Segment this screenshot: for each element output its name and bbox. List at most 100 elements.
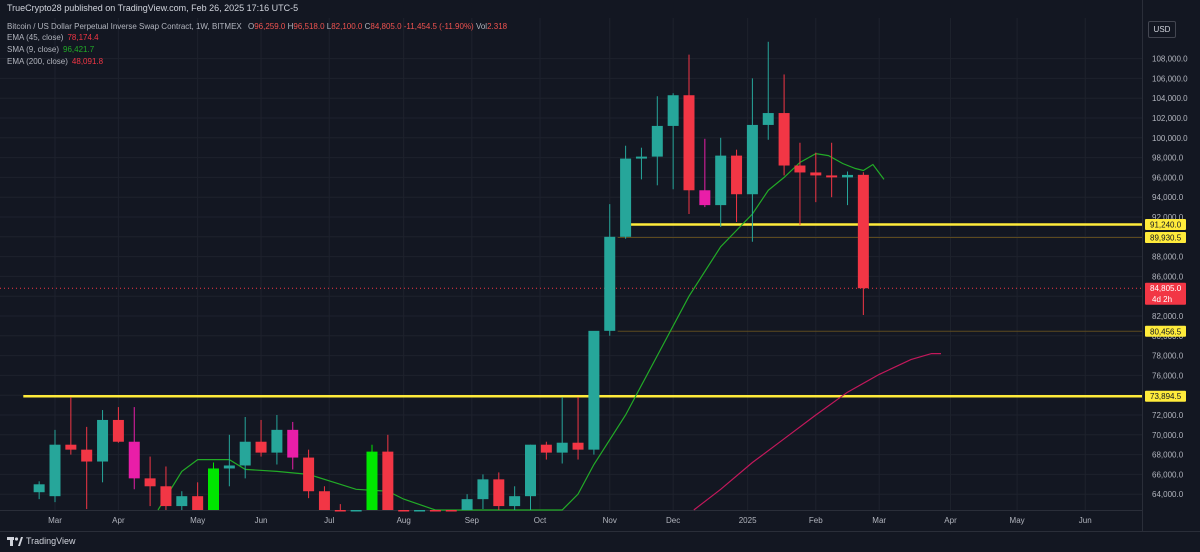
candle[interactable] — [715, 137, 727, 227]
candle-body — [493, 479, 505, 507]
candle[interactable] — [683, 54, 695, 215]
indicator-value: 48,091.8 — [71, 57, 104, 66]
candle-body — [826, 175, 838, 178]
indicator-sma9[interactable]: SMA (9, close) 96,421.7 — [7, 45, 94, 54]
indicator-ema45[interactable]: EMA (45, close) 78,174.4 — [7, 33, 99, 42]
candle[interactable] — [588, 330, 600, 455]
candle-body — [271, 429, 283, 453]
candle[interactable] — [366, 444, 378, 510]
candle[interactable] — [540, 441, 552, 460]
candle[interactable] — [128, 407, 140, 490]
candle-body — [398, 510, 410, 512]
sma-9-line — [157, 152, 885, 511]
candle[interactable] — [731, 149, 743, 222]
time-axis: Mar Apr May Jun Jul Aug Sep Oct Nov Dec 2025 Feb Mar… — [48, 516, 1092, 525]
candle[interactable] — [271, 415, 283, 465]
candle[interactable] — [778, 74, 790, 176]
candle[interactable] — [350, 510, 362, 512]
candle[interactable] — [144, 456, 156, 507]
candle[interactable] — [762, 41, 774, 140]
candle[interactable] — [334, 504, 346, 512]
candle[interactable] — [223, 434, 235, 487]
candle-body — [762, 113, 774, 125]
candle[interactable] — [826, 142, 838, 198]
candle[interactable] — [414, 510, 426, 512]
candle-body — [556, 442, 568, 453]
volume-value: 2.318 — [487, 22, 508, 31]
candle[interactable] — [651, 96, 663, 186]
candle[interactable] — [620, 145, 632, 239]
price-tick-label: 76,000.0 — [1152, 371, 1184, 380]
chart-grid — [0, 0, 1143, 531]
candle[interactable] — [445, 510, 457, 512]
candle-body — [144, 478, 156, 487]
candle-body — [414, 510, 426, 512]
candle[interactable] — [556, 397, 568, 464]
price-axis-tags: 91,240.0 73,894.5 89,930.5 80,456.5 84,805.0… — [1145, 219, 1186, 402]
level-tag-bg — [1145, 219, 1186, 231]
volume-label: Vol — [475, 22, 488, 31]
candle-body — [588, 330, 600, 450]
price-tick-label: 88,000.0 — [1152, 253, 1184, 262]
candle[interactable] — [572, 397, 584, 460]
candle-body — [604, 236, 616, 331]
candle[interactable] — [176, 491, 188, 510]
candle-body — [33, 484, 45, 493]
time-tick-label: Mar — [48, 516, 62, 525]
indicator-value: 78,174.4 — [67, 33, 99, 42]
candle[interactable] — [160, 466, 172, 510]
candle[interactable] — [382, 434, 394, 510]
price-tick-label: 72,000.0 — [1152, 411, 1184, 420]
candle[interactable] — [842, 171, 853, 206]
candle[interactable] — [461, 494, 473, 510]
candle[interactable] — [699, 138, 711, 208]
candle[interactable] — [857, 172, 869, 316]
indicator-value: 96,421.7 — [63, 45, 95, 54]
candle[interactable] — [477, 474, 489, 510]
candle-body — [303, 457, 315, 492]
candle[interactable] — [604, 204, 616, 336]
candle[interactable] — [635, 147, 647, 180]
candle[interactable] — [493, 472, 505, 510]
candle-body — [239, 441, 251, 466]
symbol-legend: Bitcoin / US Dollar Perpetual Inverse Sw… — [7, 22, 507, 31]
candle-body — [731, 155, 743, 195]
candle[interactable] — [81, 426, 93, 510]
candle[interactable] — [429, 510, 441, 512]
candle[interactable] — [287, 421, 299, 470]
level-tag-bg — [1145, 390, 1186, 402]
indicator-ema200[interactable]: EMA (200, close) 48,091.8 — [7, 57, 103, 66]
candle-body — [429, 510, 441, 512]
candle[interactable] — [255, 419, 267, 457]
candle[interactable] — [65, 397, 77, 455]
candle-body — [334, 510, 346, 512]
candle[interactable] — [112, 407, 124, 443]
candle-body — [683, 95, 695, 191]
candle[interactable] — [318, 486, 330, 510]
candle[interactable] — [525, 444, 536, 510]
candle[interactable] — [303, 449, 315, 499]
candle[interactable] — [810, 152, 822, 203]
candle-body — [382, 451, 394, 510]
candle[interactable] — [97, 410, 109, 483]
candle-body — [112, 419, 124, 442]
candle[interactable] — [398, 510, 410, 512]
currency-selector[interactable]: USD — [1148, 21, 1176, 38]
candle[interactable] — [49, 429, 61, 503]
candle[interactable] — [192, 482, 204, 510]
candle[interactable] — [509, 486, 521, 510]
candle[interactable] — [33, 481, 45, 500]
candle-body — [160, 486, 172, 507]
candle-body — [318, 491, 330, 510]
candle-body — [81, 449, 93, 462]
price-tick-label: 86,000.0 — [1152, 272, 1184, 281]
candle[interactable] — [667, 93, 679, 190]
candle[interactable] — [794, 142, 806, 225]
candle[interactable] — [208, 462, 219, 510]
time-tick-label: Jul — [324, 516, 334, 525]
candle[interactable] — [746, 78, 758, 242]
candle[interactable] — [239, 416, 251, 479]
last-price-tag-countdown: 4d 2h — [1152, 295, 1172, 304]
time-tick-label: 2025 — [739, 516, 757, 525]
